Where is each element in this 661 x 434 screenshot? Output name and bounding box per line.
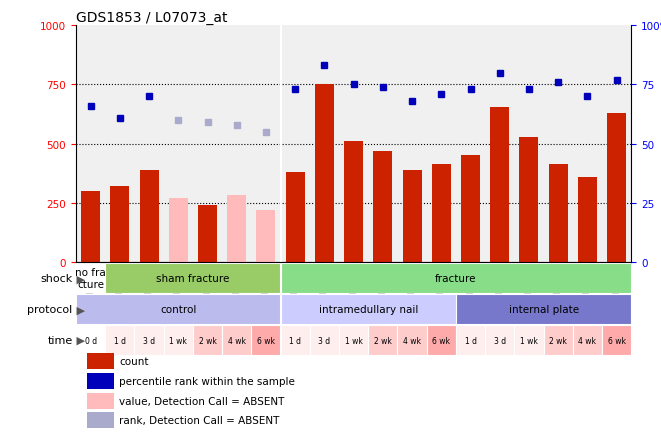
Bar [397,326,427,355]
Text: ▶: ▶ [73,274,85,283]
Text: time: time [48,335,73,345]
Bar [368,326,397,355]
Text: 1 wk: 1 wk [520,336,538,345]
Bar [110,187,130,263]
Bar [573,326,602,355]
Bar [339,326,368,355]
Bar [310,326,339,355]
Text: 6 wk: 6 wk [607,336,626,345]
Bar [286,173,305,263]
Text: 1 wk: 1 wk [344,336,363,345]
Bar [139,170,159,263]
Bar [456,326,485,355]
Text: shock: shock [40,274,73,283]
Bar [514,326,543,355]
Text: 2 wk: 2 wk [549,336,567,345]
Bar [280,264,631,293]
Text: 6 wk: 6 wk [432,336,450,345]
Bar [87,373,114,389]
Bar [373,151,393,263]
Bar [280,295,456,324]
Text: ▶: ▶ [73,305,85,314]
Bar [485,326,514,355]
Bar [602,326,631,355]
Text: internal plate: internal plate [508,305,578,314]
Bar [87,353,114,369]
Bar [520,137,539,263]
Text: protocol: protocol [28,305,73,314]
Text: 4 wk: 4 wk [403,336,421,345]
Text: 0 d: 0 d [85,336,97,345]
Bar [198,206,217,263]
Bar [427,326,456,355]
Text: sham fracture: sham fracture [156,274,229,283]
Bar [222,326,251,355]
Bar [344,142,363,263]
Bar [227,195,247,263]
Text: 4 wk: 4 wk [228,336,246,345]
Bar [81,192,100,263]
Bar [105,264,280,293]
Bar [76,326,105,355]
Text: no fra
cture: no fra cture [75,268,106,289]
Bar [193,326,222,355]
Text: 1 d: 1 d [114,336,126,345]
Text: fracture: fracture [435,274,477,283]
Text: 3 d: 3 d [319,336,330,345]
Bar [280,326,310,355]
Text: GDS1853 / L07073_at: GDS1853 / L07073_at [76,11,227,25]
Text: 3 d: 3 d [494,336,506,345]
Bar [169,199,188,263]
Text: ▶: ▶ [73,335,85,345]
Bar [607,114,626,263]
Bar [490,108,509,263]
Text: 1 d: 1 d [290,336,301,345]
Bar [432,164,451,263]
Bar [105,326,134,355]
Text: 6 wk: 6 wk [257,336,275,345]
Bar [578,178,597,263]
Text: 2 wk: 2 wk [374,336,392,345]
Bar [403,170,422,263]
Bar [134,326,164,355]
Text: 2 wk: 2 wk [198,336,216,345]
Bar [543,326,573,355]
Bar [256,210,276,263]
Text: value, Detection Call = ABSENT: value, Detection Call = ABSENT [120,396,285,406]
Text: count: count [120,356,149,366]
Bar [251,326,280,355]
Text: rank, Detection Call = ABSENT: rank, Detection Call = ABSENT [120,415,280,425]
Bar [315,85,334,263]
Bar [164,326,193,355]
Text: 1 wk: 1 wk [169,336,187,345]
Bar [87,412,114,428]
Text: percentile rank within the sample: percentile rank within the sample [120,376,295,386]
Bar [76,295,280,324]
Text: 3 d: 3 d [143,336,155,345]
Bar [76,264,105,293]
Text: control: control [160,305,196,314]
Bar [461,156,480,263]
Text: 4 wk: 4 wk [578,336,596,345]
Bar [456,295,631,324]
Bar [87,393,114,409]
Bar [549,164,568,263]
Text: intramedullary nail: intramedullary nail [319,305,418,314]
Text: 1 d: 1 d [465,336,477,345]
